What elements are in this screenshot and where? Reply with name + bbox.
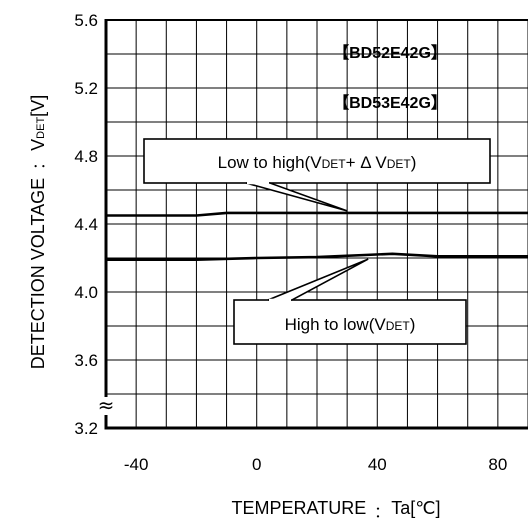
series-line-2 bbox=[106, 252, 528, 261]
y-axis-title-unit: [V] bbox=[28, 95, 48, 117]
y-axis-title: DETECTION VOLTAGE ： VDET[V] bbox=[28, 95, 48, 369]
y-axis-title-symbol: V bbox=[28, 139, 48, 151]
part-number-label-2: 【BD53E42G】 bbox=[333, 94, 447, 112]
y-tick-label: 3.6 bbox=[74, 351, 98, 370]
annotation-layer: Low to high(VDET+ Δ VDET)High to low(VDE… bbox=[143, 138, 491, 345]
callout-box-2 bbox=[233, 299, 467, 345]
x-tick-label: 80 bbox=[488, 455, 507, 474]
y-tick-label: 5.6 bbox=[74, 11, 98, 30]
x-axis-title-separator: ： bbox=[374, 504, 389, 521]
y-axis-title-separator: ： bbox=[31, 155, 48, 170]
plot-frame-layer bbox=[104, 19, 528, 430]
x-tick-label: 40 bbox=[368, 455, 387, 474]
callout-text-part: High to low(V bbox=[285, 315, 387, 334]
callout-subscript: DET bbox=[387, 157, 412, 171]
y-axis-title-subscript: DET bbox=[35, 117, 47, 139]
callout-box-1 bbox=[143, 138, 491, 184]
series-line-1 bbox=[106, 211, 528, 217]
callout-label-2: High to low(VDET) bbox=[285, 315, 416, 334]
y-tick-label: 5.2 bbox=[74, 79, 98, 98]
part-number-label-1: 【BD52E42G】 bbox=[333, 44, 447, 62]
axis-break-icon: ≈ bbox=[98, 393, 115, 417]
x-axis-title-symbol: Ta[℃] bbox=[391, 498, 440, 518]
x-tick-label: -40 bbox=[124, 455, 149, 474]
x-axis-title-text: TEMPERATURE bbox=[232, 498, 367, 518]
x-axis-title: TEMPERATURE ： Ta[℃] bbox=[232, 498, 441, 521]
callout-text-part: + Δ V bbox=[346, 153, 388, 172]
tick-labels: 3.2 3.6 4.0 4.4 4.8 5.2 5.6 -40 0 40 80 bbox=[74, 11, 507, 474]
callout-subscript: DET bbox=[322, 157, 347, 171]
axis-break-mask bbox=[98, 397, 114, 415]
y-tick-label: 4.4 bbox=[74, 215, 98, 234]
y-axis-title-text: DETECTION VOLTAGE bbox=[28, 178, 48, 369]
callout-text-part: ) bbox=[411, 153, 417, 172]
callout-text-part: ) bbox=[410, 315, 416, 334]
callout-text-part: Low to high(V bbox=[218, 153, 323, 172]
y-tick-label: 4.8 bbox=[74, 147, 98, 166]
y-tick-label: 4.0 bbox=[74, 283, 98, 302]
callout-label-1: Low to high(VDET+ Δ VDET) bbox=[218, 153, 417, 172]
series-layer bbox=[106, 211, 528, 261]
y-tick-label: 3.2 bbox=[74, 419, 98, 438]
x-tick-label: 0 bbox=[252, 455, 261, 474]
callout-subscript: DET bbox=[386, 319, 411, 333]
